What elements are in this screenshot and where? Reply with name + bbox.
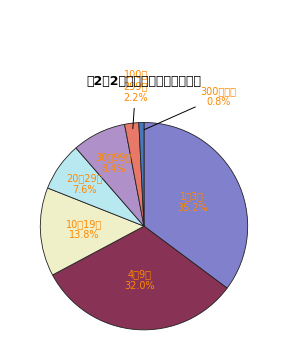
Wedge shape: [48, 148, 144, 226]
Wedge shape: [52, 226, 227, 330]
Title: 図2－2　規模別事業所数構成比: 図2－2 規模別事業所数構成比: [86, 75, 202, 88]
Text: 30～99人
8.4%: 30～99人 8.4%: [95, 152, 131, 173]
Text: 4～9人
32.0%: 4～9人 32.0%: [125, 269, 155, 291]
Wedge shape: [40, 188, 144, 275]
Wedge shape: [76, 124, 144, 226]
Text: 100～
299人
2.2%: 100～ 299人 2.2%: [123, 70, 148, 129]
Wedge shape: [125, 123, 144, 226]
Text: 1～3人
35.2%: 1～3人 35.2%: [177, 191, 208, 213]
Text: 10～19人
13.8%: 10～19人 13.8%: [66, 219, 102, 241]
Wedge shape: [139, 122, 144, 226]
Wedge shape: [144, 122, 248, 288]
Text: 20～29人
7.6%: 20～29人 7.6%: [67, 173, 103, 195]
Text: 300人以上
0.8%: 300人以上 0.8%: [144, 86, 237, 130]
